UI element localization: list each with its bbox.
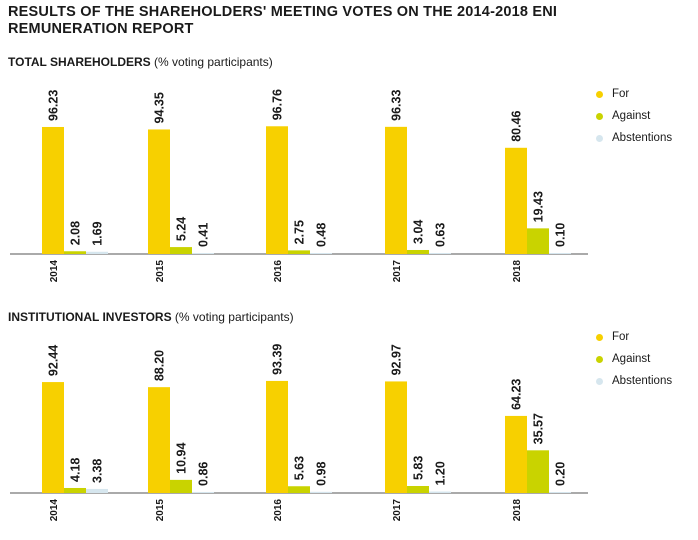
- value-label-for-2014: 96.23: [47, 90, 61, 121]
- legend-label-abstentions: Abstentions: [612, 375, 673, 387]
- chart-2-heading: INSTITUTIONAL INVESTORS (% voting partic…: [8, 310, 294, 324]
- category-label-2017: 2017: [392, 499, 403, 522]
- value-label-for-2018: 80.46: [510, 110, 524, 141]
- value-label-for-2017: 92.97: [390, 344, 404, 375]
- chart-2-plot: 92.44 4.18 3.38 2014 88.20 10.94 0.86 2015 93.39…: [10, 344, 588, 522]
- bar-abstentions-2017: [429, 253, 451, 254]
- value-label-abstentions-2017: 1.20: [434, 461, 448, 485]
- legend-item-against: Against: [596, 109, 672, 131]
- legend-label-for: For: [612, 331, 630, 343]
- value-label-for-2015: 88.20: [153, 350, 167, 381]
- bar-against-2017: [407, 249, 429, 254]
- value-label-for-2018: 64.23: [510, 379, 524, 410]
- value-label-against-2017: 3.04: [412, 220, 426, 244]
- legend-item-abstentions: Abstentions: [596, 374, 672, 396]
- value-label-for-2016: 96.76: [271, 89, 285, 120]
- bar-for-2016: [266, 126, 288, 254]
- bar-for-2017: [385, 381, 407, 493]
- page-title: RESULTS OF THE SHAREHOLDERS' MEETING VOT…: [8, 4, 558, 37]
- value-label-abstentions-2018: 0.20: [554, 462, 568, 486]
- value-label-against-2017: 5.83: [412, 456, 426, 480]
- value-label-against-2018: 35.57: [532, 413, 546, 444]
- bar-for-2014: [42, 382, 64, 493]
- legend-item-for: For: [596, 330, 672, 352]
- value-label-against-2014: 4.18: [69, 458, 83, 482]
- bar-against-2014: [64, 487, 86, 493]
- value-label-abstentions-2017: 0.63: [434, 223, 448, 247]
- chart-1-legend: For Against Abstentions: [596, 87, 672, 153]
- category-label-2015: 2015: [155, 499, 166, 522]
- value-label-abstentions-2014: 1.69: [91, 221, 105, 245]
- bar-abstentions-2014: [86, 488, 108, 493]
- category-label-2017: 2017: [392, 260, 403, 283]
- value-label-abstentions-2015: 0.86: [197, 462, 211, 486]
- legend-swatch-against: [596, 113, 603, 120]
- value-label-for-2015: 94.35: [153, 92, 167, 123]
- legend-swatch-abstentions: [596, 135, 603, 142]
- legend-swatch-against: [596, 356, 603, 363]
- category-label-2014: 2014: [49, 260, 60, 283]
- chart-1-plot: 96.23 2.08 1.69 2014 94.35 5.24 0.41 2015 96.76 2…: [10, 89, 588, 283]
- value-label-abstentions-2015: 0.41: [197, 223, 211, 247]
- bar-abstentions-2014: [86, 251, 108, 254]
- legend-label-for: For: [612, 88, 630, 100]
- value-label-against-2015: 5.24: [175, 217, 189, 241]
- legend-label-against: Against: [612, 353, 651, 365]
- category-label-2015: 2015: [155, 260, 166, 283]
- bar-abstentions-2015: [192, 253, 214, 254]
- value-label-abstentions-2018: 0.10: [554, 223, 568, 247]
- chart-2-subtitle: (% voting participants): [174, 310, 294, 324]
- category-label-2018: 2018: [512, 260, 523, 283]
- category-label-2016: 2016: [273, 260, 284, 283]
- bar-abstentions-2017: [429, 491, 451, 493]
- value-label-against-2014: 2.08: [69, 221, 83, 245]
- legend-swatch-abstentions: [596, 378, 603, 385]
- chart-1-title: TOTAL SHAREHOLDERS: [8, 55, 151, 69]
- legend-swatch-for: [596, 91, 603, 98]
- chart-2-legend: For Against Abstentions: [596, 330, 672, 396]
- value-label-abstentions-2016: 0.98: [315, 461, 329, 485]
- value-label-against-2016: 2.75: [293, 220, 307, 244]
- value-label-for-2016: 93.39: [271, 344, 285, 375]
- value-label-abstentions-2016: 0.48: [315, 223, 329, 247]
- bar-for-2017: [385, 126, 407, 254]
- legend-label-against: Against: [612, 110, 651, 122]
- bar-for-2015: [148, 387, 170, 493]
- category-label-2014: 2014: [49, 499, 60, 522]
- bar-against-2016: [288, 486, 310, 493]
- legend-swatch-for: [596, 334, 603, 341]
- value-label-for-2014: 92.44: [47, 345, 61, 376]
- value-label-abstentions-2014: 3.38: [91, 459, 105, 483]
- chart-1-subtitle: (% voting participants): [154, 55, 273, 69]
- category-label-2018: 2018: [512, 499, 523, 522]
- bar-against-2016: [288, 250, 310, 254]
- bar-for-2018: [505, 147, 527, 254]
- bar-abstentions-2015: [192, 491, 214, 493]
- value-label-for-2017: 96.33: [390, 90, 404, 121]
- bar-for-2014: [42, 126, 64, 254]
- bar-for-2016: [266, 380, 288, 493]
- bar-for-2015: [148, 129, 170, 254]
- bar-against-2015: [170, 479, 192, 493]
- legend-item-abstentions: Abstentions: [596, 131, 672, 153]
- bar-for-2018: [505, 415, 527, 493]
- legend-label-abstentions: Abstentions: [612, 132, 673, 144]
- bar-abstentions-2018: [549, 492, 571, 493]
- legend-item-for: For: [596, 87, 672, 109]
- value-label-against-2015: 10.94: [175, 443, 189, 474]
- value-label-against-2016: 5.63: [293, 456, 307, 480]
- bar-abstentions-2016: [310, 491, 332, 493]
- bar-abstentions-2018: [549, 253, 571, 254]
- legend-item-against: Against: [596, 352, 672, 374]
- category-label-2016: 2016: [273, 499, 284, 522]
- chart-2-title: INSTITUTIONAL INVESTORS: [8, 310, 172, 324]
- bar-against-2018: [527, 450, 549, 493]
- value-label-against-2018: 19.43: [532, 191, 546, 222]
- bar-against-2015: [170, 247, 192, 254]
- chart-1-heading: TOTAL SHAREHOLDERS (% voting participant…: [8, 55, 273, 69]
- bar-abstentions-2016: [310, 253, 332, 254]
- bar-against-2017: [407, 486, 429, 493]
- bar-against-2018: [527, 228, 549, 254]
- bar-against-2014: [64, 251, 86, 254]
